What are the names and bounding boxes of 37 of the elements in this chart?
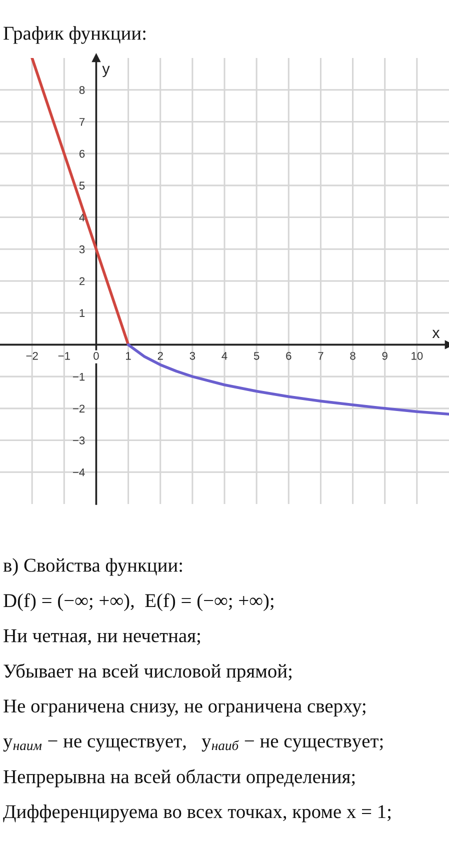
text: D(f) = (−∞; +∞), E(f) = (−∞; +∞); [4,593,274,612]
line-series [126,343,449,416]
x-tick-label: 8 [350,352,356,360]
x-tick-label: 10 [412,352,423,360]
x-axis-title: x [432,330,440,338]
x-tick-label: 6 [286,352,292,360]
x-tick-label: 7 [318,352,324,360]
y-tick-label: −2 [72,404,85,412]
x-tick-label: 9 [382,352,388,360]
y-axis-title: y [102,66,110,78]
x-tick-label: 2 [158,352,163,360]
x-tick-label: 4 [222,352,228,360]
x-tick-label: −1 [58,352,70,360]
y-tick-label: 4 [79,214,85,222]
y-tick-label: 1 [80,309,85,317]
x-tick-label: 3 [190,352,196,360]
text: в) Свойства функции: [3,558,182,576]
text: Дифференцируема во всех точках, кроме x = 1; [3,804,391,822]
text: Ни четная, ни нечетная; [4,629,200,646]
y-tick-label: 2 [79,277,85,286]
chart-title: График функции: [4,26,146,44]
y-tick-label: −3 [72,436,85,444]
y-tick-label: 3 [79,245,85,254]
x-tick-label: −2 [26,352,38,360]
text: Не ограничена снизу, не ограничена сверху; [4,700,366,717]
y-tick-label: 7 [79,118,85,126]
text: y$_{наим}$ − не существует, y$_{наиб}$ − не существует; [3,738,383,752]
x-tick-label: 0 [94,352,99,360]
y-tick-label: 6 [79,150,85,158]
text: Непрерывна на всей области определения; [4,769,355,788]
y-tick-label: 5 [79,182,85,190]
y-tick-label: −4 [72,468,85,476]
y-tick-label: 8 [79,86,85,94]
x-tick-label: 5 [254,352,260,360]
x-tick-label: 1 [126,352,131,360]
text: Убывает на всей числовой прямой; [4,664,292,682]
y-tick-label: −1 [72,372,85,381]
